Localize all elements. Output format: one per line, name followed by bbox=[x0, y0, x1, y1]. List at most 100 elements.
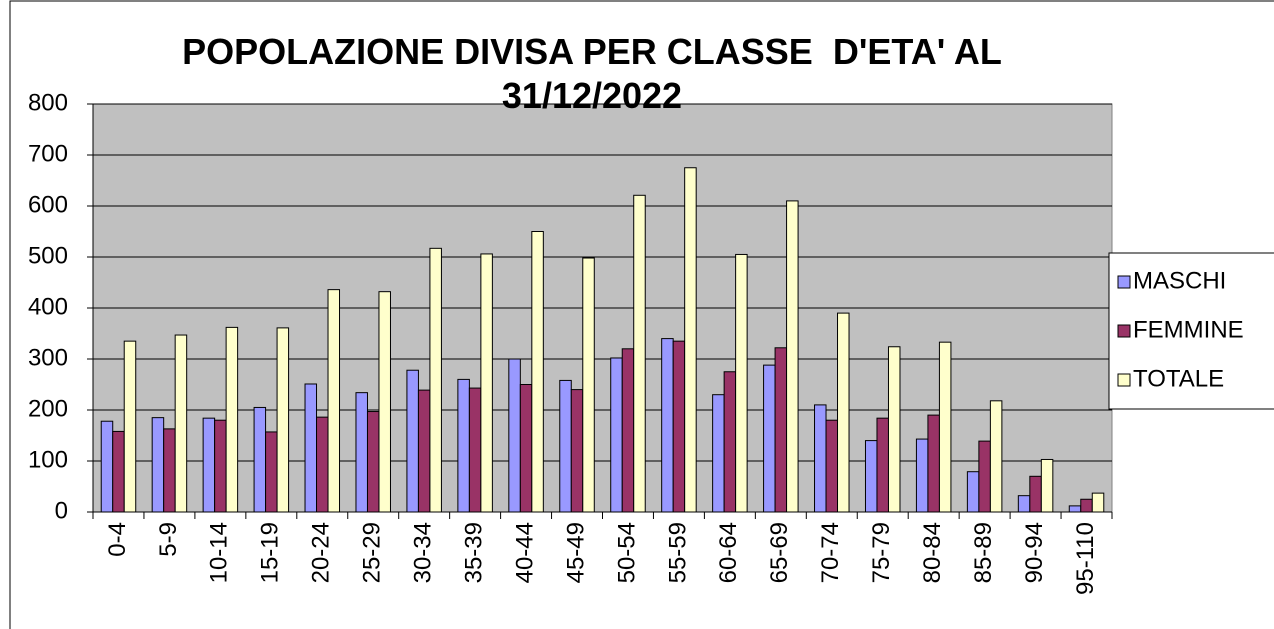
bar bbox=[1017, 495, 1031, 513]
bar bbox=[519, 384, 533, 513]
legend-swatch bbox=[1117, 275, 1131, 289]
bar bbox=[774, 347, 788, 513]
bar bbox=[570, 389, 584, 513]
chart-frame bbox=[9, 0, 1274, 629]
bar bbox=[508, 358, 521, 513]
y-tick-label: 300 bbox=[28, 344, 68, 371]
x-tick-label: 90-94 bbox=[1021, 522, 1048, 583]
bar bbox=[531, 231, 544, 513]
bar bbox=[174, 334, 188, 513]
legend-swatch bbox=[1117, 324, 1131, 338]
bar bbox=[265, 431, 278, 513]
bar bbox=[763, 364, 776, 513]
bar bbox=[100, 420, 114, 513]
bar bbox=[887, 346, 901, 513]
bar bbox=[1091, 492, 1105, 513]
bar bbox=[837, 312, 850, 513]
bar bbox=[163, 428, 176, 513]
x-tick-label: 50-54 bbox=[613, 522, 640, 583]
bar bbox=[429, 247, 442, 513]
bar bbox=[253, 406, 267, 513]
bar bbox=[480, 253, 493, 513]
x-tick-label: 45-49 bbox=[562, 522, 589, 583]
y-tick-label: 400 bbox=[28, 293, 68, 320]
bar bbox=[1080, 498, 1093, 513]
bar bbox=[214, 419, 227, 513]
x-tick-label: 85-89 bbox=[970, 522, 997, 583]
bar bbox=[276, 327, 290, 513]
bar bbox=[621, 348, 635, 513]
bar bbox=[378, 291, 391, 513]
bar bbox=[989, 400, 1003, 513]
legend-label: MASCHI bbox=[1133, 267, 1226, 294]
bar bbox=[978, 440, 991, 513]
bar bbox=[915, 438, 929, 513]
bar bbox=[327, 289, 341, 513]
bar bbox=[735, 253, 748, 513]
bar bbox=[610, 357, 623, 513]
bar bbox=[225, 326, 239, 513]
x-tick-label: 55-59 bbox=[664, 522, 691, 583]
bar bbox=[123, 340, 137, 513]
bar bbox=[661, 338, 674, 513]
bar bbox=[559, 379, 572, 513]
bar bbox=[1040, 458, 1054, 513]
bar bbox=[457, 378, 470, 513]
x-tick-label: 40-44 bbox=[511, 522, 538, 583]
bar bbox=[1068, 505, 1082, 513]
x-tick-label: 95-110 bbox=[1072, 522, 1099, 595]
bar bbox=[633, 194, 646, 513]
bar bbox=[468, 387, 482, 513]
legend-swatch bbox=[1117, 373, 1131, 387]
bar bbox=[582, 257, 595, 513]
y-tick-label: 100 bbox=[28, 446, 68, 473]
x-tick-label: 30-34 bbox=[410, 522, 437, 583]
x-tick-label: 80-84 bbox=[919, 522, 946, 583]
x-tick-label: 0-4 bbox=[104, 522, 131, 557]
y-tick-label: 0 bbox=[55, 497, 68, 524]
x-tick-label: 5-9 bbox=[155, 522, 182, 557]
bar bbox=[112, 430, 125, 513]
legend-box bbox=[1108, 252, 1274, 410]
y-tick-label: 500 bbox=[28, 242, 68, 269]
x-tick-label: 10-14 bbox=[206, 522, 233, 583]
x-tick-label: 60-64 bbox=[715, 522, 742, 583]
bar bbox=[304, 383, 318, 513]
legend-label: TOTALE bbox=[1133, 365, 1224, 392]
bar bbox=[712, 394, 725, 513]
bar bbox=[366, 411, 380, 513]
bar bbox=[1029, 475, 1042, 513]
y-tick-label: 600 bbox=[28, 191, 68, 218]
bar bbox=[864, 440, 878, 513]
bar bbox=[316, 416, 329, 513]
bar bbox=[825, 419, 839, 513]
bar bbox=[672, 340, 686, 513]
bar bbox=[723, 371, 737, 513]
x-tick-label: 20-24 bbox=[308, 522, 335, 583]
x-tick-label: 65-69 bbox=[766, 522, 793, 583]
bar bbox=[417, 389, 431, 513]
chart-title: POPOLAZIONE DIVISA PER CLASSE D'ETA' AL … bbox=[182, 31, 1012, 116]
bar bbox=[202, 417, 216, 513]
bar bbox=[151, 417, 165, 513]
bar bbox=[684, 167, 697, 513]
x-tick-label: 35-39 bbox=[460, 522, 487, 583]
bar bbox=[927, 414, 940, 513]
y-tick-label: 700 bbox=[28, 140, 68, 167]
bar bbox=[938, 341, 952, 513]
bar bbox=[814, 404, 827, 513]
bar bbox=[966, 471, 980, 513]
x-tick-label: 75-79 bbox=[868, 522, 895, 583]
x-tick-label: 15-19 bbox=[257, 522, 284, 583]
x-tick-label: 70-74 bbox=[817, 522, 844, 583]
y-tick-label: 200 bbox=[28, 395, 68, 422]
bar bbox=[355, 392, 368, 513]
bar bbox=[406, 369, 419, 513]
bar bbox=[876, 417, 889, 513]
bar bbox=[786, 200, 799, 513]
y-tick-label: 800 bbox=[28, 89, 68, 116]
legend-label: FEMMINE bbox=[1133, 316, 1244, 343]
x-tick-label: 25-29 bbox=[359, 522, 386, 583]
